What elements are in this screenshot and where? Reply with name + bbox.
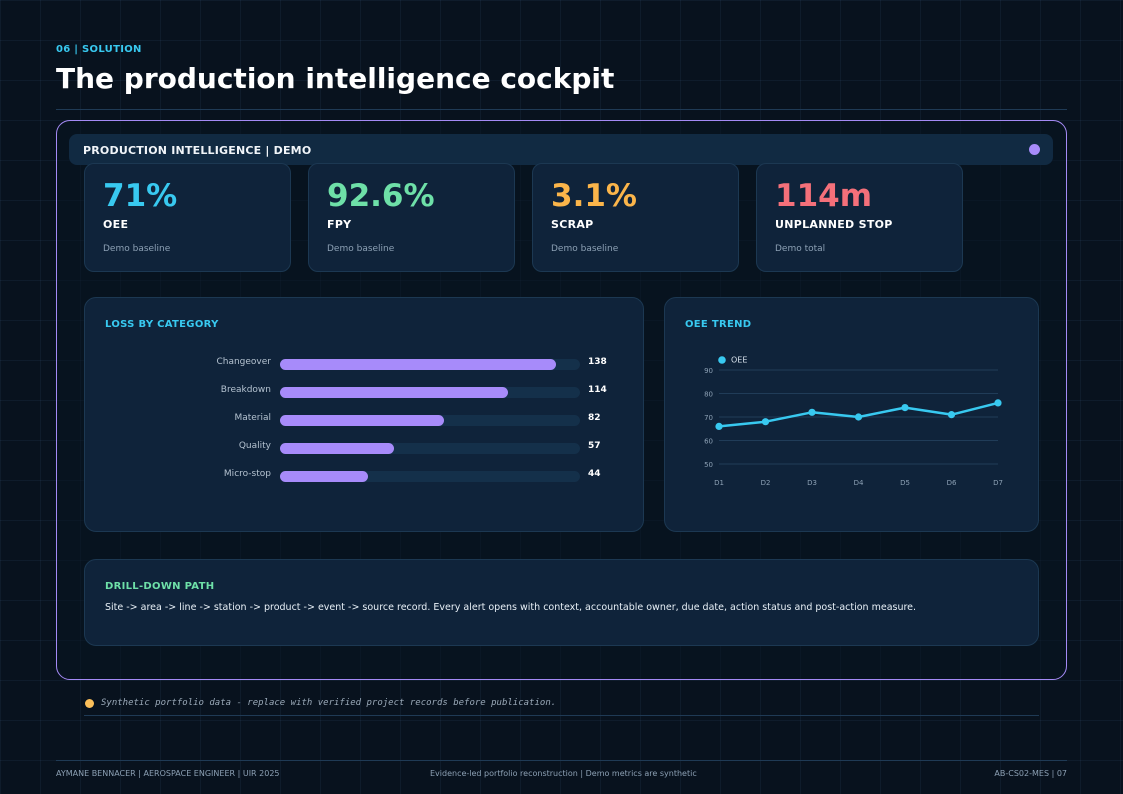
page-title: The production intelligence cockpit <box>56 62 615 95</box>
oee-trend-panel: OEE TREND 50 60 70 80 90 D1 D2 D3 D4 D5 D6 D7 OEE <box>664 297 1039 532</box>
x-tick-label: D4 <box>854 479 864 487</box>
kpi-note: Demo baseline <box>327 244 395 254</box>
loss-bar <box>280 387 508 398</box>
title-divider <box>56 109 1067 110</box>
oee-trend-chart: 50 60 70 80 90 D1 D2 D3 D4 D5 D6 D7 OEE <box>704 356 1003 488</box>
y-tick-label: 90 <box>704 367 713 375</box>
legend-oee-marker <box>718 356 726 364</box>
bar-category-label: Changeover <box>216 357 271 367</box>
loss-bar <box>280 471 368 482</box>
y-tick-label: 80 <box>704 391 713 399</box>
bar-value-label: 138 <box>588 357 607 367</box>
bar-value-label: 57 <box>588 441 601 451</box>
drill-down-text: Site -> area -> line -> station -> produ… <box>105 602 917 613</box>
x-tick-label: D1 <box>714 479 724 487</box>
oee-data-point <box>854 413 863 421</box>
loss-bar-row: Quality 57 <box>85 441 645 455</box>
oee-data-point <box>947 411 956 419</box>
bar-category-label: Quality <box>238 441 271 451</box>
bar-value-label: 44 <box>588 469 601 479</box>
loss-bar <box>280 415 444 426</box>
x-tick-label: D7 <box>993 479 1003 487</box>
status-dot-icon <box>1029 144 1040 155</box>
kpi-value: 114m <box>775 178 873 214</box>
loss-bar-row: Micro-stop 44 <box>85 469 645 483</box>
section-kicker: 06 | SOLUTION <box>56 44 142 55</box>
oee-data-point <box>715 422 723 430</box>
bar-track <box>280 471 580 482</box>
note-dot-icon <box>85 699 94 708</box>
panel-title: DRILL-DOWN PATH <box>105 581 215 592</box>
panel-title: OEE TREND <box>685 319 752 330</box>
y-tick-label: 50 <box>704 461 713 469</box>
y-tick-label: 70 <box>704 414 713 422</box>
x-tick-label: D5 <box>900 479 910 487</box>
kpi-card-fpy: 92.6% FPY Demo baseline <box>308 163 515 272</box>
kpi-label: FPY <box>327 218 352 231</box>
kpi-card-unplanned-stop: 114m UNPLANNED STOP Demo total <box>756 163 963 272</box>
x-tick-label: D3 <box>807 479 817 487</box>
loss-by-category-panel: LOSS BY CATEGORY Changeover 138 Breakdown 1… <box>84 297 644 532</box>
bar-track <box>280 415 580 426</box>
footer-right: AB-CS02-MES | 07 <box>994 769 1067 778</box>
footer-center: Evidence-led portfolio reconstruction | … <box>430 769 697 778</box>
bar-track <box>280 443 580 454</box>
loss-bar-row: Changeover 138 <box>85 357 645 371</box>
panel-title: LOSS BY CATEGORY <box>105 319 219 330</box>
oee-data-point <box>808 408 816 416</box>
bar-track <box>280 387 580 398</box>
disclaimer-note: Synthetic portfolio data - replace with … <box>101 698 557 708</box>
demo-title: PRODUCTION INTELLIGENCE | DEMO <box>83 144 312 157</box>
kpi-label: UNPLANNED STOP <box>775 218 893 231</box>
footer-divider <box>56 760 1067 761</box>
drill-down-panel: DRILL-DOWN PATH Site -> area -> line -> … <box>84 559 1039 646</box>
loss-bar <box>280 359 556 370</box>
kpi-label: OEE <box>103 218 129 231</box>
kpi-card-scrap: 3.1% SCRAP Demo baseline <box>532 163 739 272</box>
footer-left: AYMANE BENNACER | AEROSPACE ENGINEER | U… <box>56 769 280 778</box>
x-tick-label: D2 <box>761 479 771 487</box>
bar-value-label: 82 <box>588 413 601 423</box>
kpi-note: Demo total <box>775 244 826 254</box>
oee-data-point <box>761 418 770 426</box>
bar-track <box>280 359 580 370</box>
loss-bar <box>280 443 394 454</box>
oee-data-point <box>994 399 1002 407</box>
kpi-label: SCRAP <box>551 218 594 231</box>
x-tick-label: D6 <box>947 479 957 487</box>
bar-category-label: Material <box>234 413 271 423</box>
y-tick-label: 60 <box>704 438 713 446</box>
bar-category-label: Breakdown <box>220 385 271 395</box>
kpi-value: 71% <box>103 178 178 214</box>
kpi-note: Demo baseline <box>103 244 171 254</box>
note-divider <box>84 715 1039 716</box>
kpi-card-oee: 71% OEE Demo baseline <box>84 163 291 272</box>
demo-title-bar: PRODUCTION INTELLIGENCE | DEMO <box>69 134 1053 165</box>
oee-data-point <box>901 404 909 412</box>
loss-bar-row: Material 82 <box>85 413 645 427</box>
kpi-note: Demo baseline <box>551 244 619 254</box>
kpi-value: 3.1% <box>551 178 637 214</box>
loss-bar-row: Breakdown 114 <box>85 385 645 399</box>
kpi-value: 92.6% <box>327 178 435 214</box>
bar-value-label: 114 <box>588 385 607 395</box>
legend-oee-label: OEE <box>731 356 747 365</box>
bar-category-label: Micro-stop <box>223 469 271 479</box>
